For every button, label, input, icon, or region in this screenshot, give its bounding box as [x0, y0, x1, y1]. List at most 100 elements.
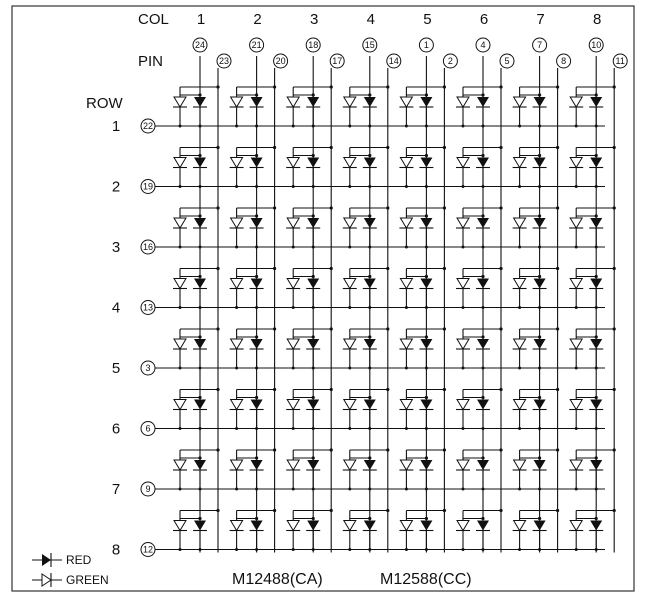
junction-dot: [481, 487, 485, 491]
junction-dot: [461, 306, 465, 309]
green-led-icon: [286, 217, 301, 229]
green-led-icon: [342, 157, 357, 169]
led-pair: [512, 327, 560, 370]
green-led-icon: [456, 157, 470, 169]
pin-circle: [588, 37, 604, 53]
green-led-icon: [229, 157, 244, 169]
junction-dot: [461, 124, 465, 128]
junction-dot: [291, 185, 295, 188]
red-led-icon: [533, 157, 546, 168]
junction-dot: [311, 456, 315, 460]
junction-dot: [235, 124, 239, 128]
junction-dot: [255, 395, 259, 400]
pin-circle: [140, 118, 156, 134]
pin-circle: [499, 53, 515, 69]
col-cathode-pin: 2: [442, 53, 458, 69]
led-pair: [569, 387, 616, 430]
junction-dot: [255, 274, 259, 279]
led-pair: [512, 85, 560, 128]
pin-circle: [140, 239, 156, 255]
junction-dot: [311, 245, 315, 249]
junction-dot: [291, 124, 295, 128]
red-led-icon: [420, 460, 433, 470]
junction-dot: [518, 124, 522, 128]
red-led-icon: [307, 399, 320, 410]
junction-dot: [404, 548, 408, 551]
junction-dot: [574, 185, 578, 188]
junction-dot: [612, 327, 616, 331]
junction-dot: [612, 266, 616, 271]
col-cathode-pin: 14: [386, 53, 402, 69]
green-led-icon: [399, 96, 414, 108]
junction-dot: [291, 548, 295, 551]
row-pin: 13: [140, 300, 156, 315]
junction-dot: [311, 487, 315, 491]
red-led-icon: [194, 339, 206, 349]
pin-label: 18: [308, 40, 318, 50]
pin-circle: [140, 360, 156, 376]
junction-dot: [538, 366, 542, 370]
red-led-icon: [533, 339, 546, 349]
junction-dot: [368, 214, 372, 218]
red-led-icon: [477, 399, 489, 410]
red-led-icon: [363, 460, 376, 470]
red-led-icon: [250, 399, 263, 410]
pin-circle: [556, 53, 572, 69]
junction-dot: [311, 427, 315, 430]
green-led-icon: [399, 459, 414, 471]
pin-label: 15: [365, 40, 375, 50]
led-pair: [512, 145, 560, 188]
column-number: 6: [480, 11, 488, 28]
green-led-icon: [342, 96, 357, 108]
junction-dot: [291, 306, 295, 309]
red-led-icon: [590, 520, 603, 531]
junction-dot: [481, 124, 485, 128]
led-pair: [286, 266, 333, 309]
pin-label: 11: [616, 56, 625, 66]
led-pair: [399, 508, 446, 551]
junction-dot: [612, 85, 616, 89]
junction-dot: [481, 153, 485, 158]
pin-circle: [249, 37, 265, 53]
red-led-icon: [420, 97, 433, 107]
green-led-icon: [173, 157, 187, 169]
led-pair: [456, 206, 503, 249]
red-led-icon: [307, 339, 320, 349]
junction-dot: [348, 366, 352, 370]
led-pair: [229, 266, 277, 309]
pin-label: 2: [448, 56, 453, 66]
junction-dot: [198, 335, 202, 339]
junction-dot: [198, 185, 202, 188]
junction-dot: [574, 124, 578, 128]
col-cathode-pin: 17: [329, 53, 345, 69]
junction-dot: [481, 274, 485, 279]
pin-label: 10: [591, 40, 601, 50]
column-numbers: 1 2 3 4 5 6 7 8: [197, 11, 602, 28]
led-pair: [173, 85, 220, 128]
green-led-icon: [569, 278, 584, 290]
pin-circle: [273, 53, 289, 69]
junction-dot: [255, 153, 259, 158]
junction-dot: [424, 335, 428, 339]
led-pair: [286, 327, 333, 370]
green-led-icon: [512, 520, 527, 532]
col-anode-pin: 4: [475, 37, 491, 53]
led-pair: [229, 85, 277, 128]
junction-dot: [255, 456, 259, 460]
junction-dot: [198, 456, 202, 460]
column-number: 5: [423, 11, 431, 28]
led-pair: [569, 327, 616, 370]
pin-circle: [362, 37, 378, 53]
junction-dot: [368, 153, 372, 158]
junction-dot: [518, 185, 522, 188]
junction-dot: [538, 306, 542, 309]
led-pair: [173, 266, 220, 309]
junction-dot: [594, 456, 598, 460]
row-header: ROW: [86, 95, 124, 112]
junction-dot: [481, 366, 485, 370]
pin-label: 21: [252, 40, 262, 50]
green-led-icon: [512, 338, 527, 350]
green-led-icon: [569, 520, 584, 532]
junction-dot: [612, 508, 616, 513]
red-led-icon: [307, 157, 320, 168]
